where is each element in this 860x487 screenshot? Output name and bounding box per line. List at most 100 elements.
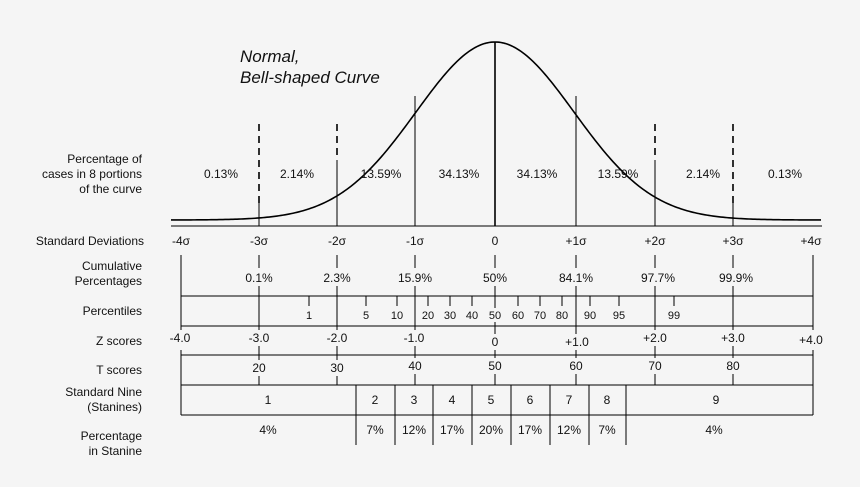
- portion-pct: 2.14%: [686, 167, 720, 181]
- sd-label: +2σ: [644, 234, 666, 248]
- percentile-value: 70: [534, 310, 546, 322]
- bell-curve: [171, 41, 821, 221]
- stanine-pct: 20%: [479, 423, 503, 437]
- row-label-pct-cases-2: cases in 8 portions: [42, 167, 142, 181]
- z-score-value: -4.0: [170, 331, 191, 345]
- percentile-value: 40: [466, 310, 478, 322]
- stanine-pct: 12%: [557, 423, 581, 437]
- sd-label: +3σ: [722, 234, 744, 248]
- row-label-stanines-2: (Stanines): [87, 400, 142, 414]
- percentile-value: 60: [512, 310, 524, 322]
- row-label-pct-cases-1: Percentage of: [67, 152, 142, 166]
- percentile-ticks: [308, 296, 675, 306]
- row-label-pct-stanine-2: in Stanine: [89, 444, 143, 458]
- stanine-pct: 7%: [366, 423, 384, 437]
- t-score-labels: 20 30 40 50 60 70 80: [248, 358, 744, 376]
- sd-label: -2σ: [328, 234, 347, 248]
- percentile-value: 20: [422, 310, 434, 322]
- portion-pct: 13.59%: [361, 167, 402, 181]
- t-score-value: 20: [252, 361, 266, 375]
- percentile-value: 30: [444, 310, 456, 322]
- stanine-value: 8: [604, 393, 611, 407]
- sd-label: -4σ: [172, 234, 191, 248]
- percentile-value: 5: [363, 310, 369, 322]
- t-score-value: 40: [408, 359, 422, 373]
- row-label-pct-cases-3: of the curve: [79, 182, 142, 196]
- stanine-percentage-labels: 4% 7% 12% 17% 20% 17% 12% 7% 4%: [259, 423, 723, 437]
- row-label-t-scores: T scores: [96, 363, 142, 377]
- cumulative-pct: 97.7%: [641, 271, 675, 285]
- row-label-percentiles: Percentiles: [83, 304, 142, 318]
- z-score-value: -2.0: [327, 331, 348, 345]
- z-score-value: 0: [492, 335, 499, 349]
- sd-label: -1σ: [406, 234, 425, 248]
- stanine-labels: 1 2 3 4 5 6 7 8 9: [265, 393, 720, 407]
- row-label-stanines-1: Standard Nine: [65, 385, 142, 399]
- stanine-value: 5: [488, 393, 495, 407]
- stanine-value: 4: [449, 393, 456, 407]
- bell-curve-group: [171, 41, 822, 227]
- percentile-value: 10: [391, 310, 403, 322]
- stanine-value: 1: [265, 393, 272, 407]
- stanine-value: 2: [372, 393, 379, 407]
- row-label-pct-stanine-1: Percentage: [81, 429, 143, 443]
- percentile-value: 99: [668, 310, 680, 322]
- stanine-pct: 17%: [440, 423, 464, 437]
- percentile-value: 80: [556, 310, 568, 322]
- cumulative-pct: 0.1%: [245, 271, 273, 285]
- portion-pct: 13.59%: [598, 167, 639, 181]
- t-score-value: 80: [726, 359, 740, 373]
- stanine-value: 7: [566, 393, 573, 407]
- z-score-value: +4.0: [799, 333, 823, 347]
- t-score-value: 70: [648, 359, 662, 373]
- title-line-1: Normal,: [240, 47, 300, 66]
- portion-pct: 34.13%: [517, 167, 558, 181]
- cumulative-pct: 15.9%: [398, 271, 432, 285]
- z-score-value: -1.0: [404, 331, 425, 345]
- sd-label: +4σ: [800, 234, 822, 248]
- stanine-pct: 4%: [259, 423, 277, 437]
- stanine-pct: 7%: [598, 423, 616, 437]
- z-score-value: -3.0: [249, 331, 270, 345]
- stanine-dividers: [355, 385, 627, 445]
- sd-label: -3σ: [250, 234, 269, 248]
- sd-label: 0: [492, 234, 499, 248]
- title-line-2: Bell-shaped Curve: [240, 68, 380, 87]
- cumulative-pct: 84.1%: [559, 271, 593, 285]
- portion-pct: 2.14%: [280, 167, 314, 181]
- stanine-pct: 4%: [705, 423, 723, 437]
- cumulative-pct: 50%: [483, 271, 507, 285]
- cumulative-pct: 99.9%: [719, 271, 753, 285]
- row-label-cumulative-1: Cumulative: [82, 259, 142, 273]
- row-labels: Percentage of cases in 8 portions of the…: [36, 152, 144, 458]
- cumulative-pct: 2.3%: [323, 271, 351, 285]
- stanine-pct: 17%: [518, 423, 542, 437]
- z-score-labels: -4.0 -3.0 -2.0 -1.0 0 +1.0 +2.0 +3.0 +4.…: [164, 330, 827, 350]
- cumulative-labels: 0.1% 2.3% 15.9% 50% 84.1% 97.7% 99.9%: [240, 268, 755, 286]
- percentile-value: 90: [584, 310, 596, 322]
- stanine-pct: 12%: [402, 423, 426, 437]
- t-score-value: 50: [488, 359, 502, 373]
- z-score-value: +2.0: [643, 331, 667, 345]
- t-score-value: 30: [330, 361, 344, 375]
- portion-pct: 0.13%: [204, 167, 238, 181]
- portion-percentages: 0.13% 2.14% 13.59% 34.13% 34.13% 13.59% …: [204, 167, 802, 181]
- row-label-z-scores: Z scores: [96, 334, 142, 348]
- percentile-value: 1: [306, 310, 312, 322]
- z-score-value: +3.0: [721, 331, 745, 345]
- stanine-value: 3: [411, 393, 418, 407]
- z-score-value: +1.0: [565, 335, 589, 349]
- portion-pct: 0.13%: [768, 167, 802, 181]
- percentile-labels: 1 5 10 20 30 40 50 60 70 80 90 95 99: [306, 308, 680, 322]
- stanine-value: 6: [527, 393, 534, 407]
- portion-pct: 34.13%: [439, 167, 480, 181]
- stanine-value: 9: [713, 393, 720, 407]
- sd-label: +1σ: [565, 234, 587, 248]
- row-label-std-dev: Standard Deviations: [36, 234, 144, 248]
- std-dev-labels: -4σ -3σ -2σ -1σ 0 +1σ +2σ +3σ +4σ: [172, 234, 822, 248]
- t-score-value: 60: [569, 359, 583, 373]
- percentile-value: 50: [489, 310, 501, 322]
- percentile-value: 95: [613, 310, 625, 322]
